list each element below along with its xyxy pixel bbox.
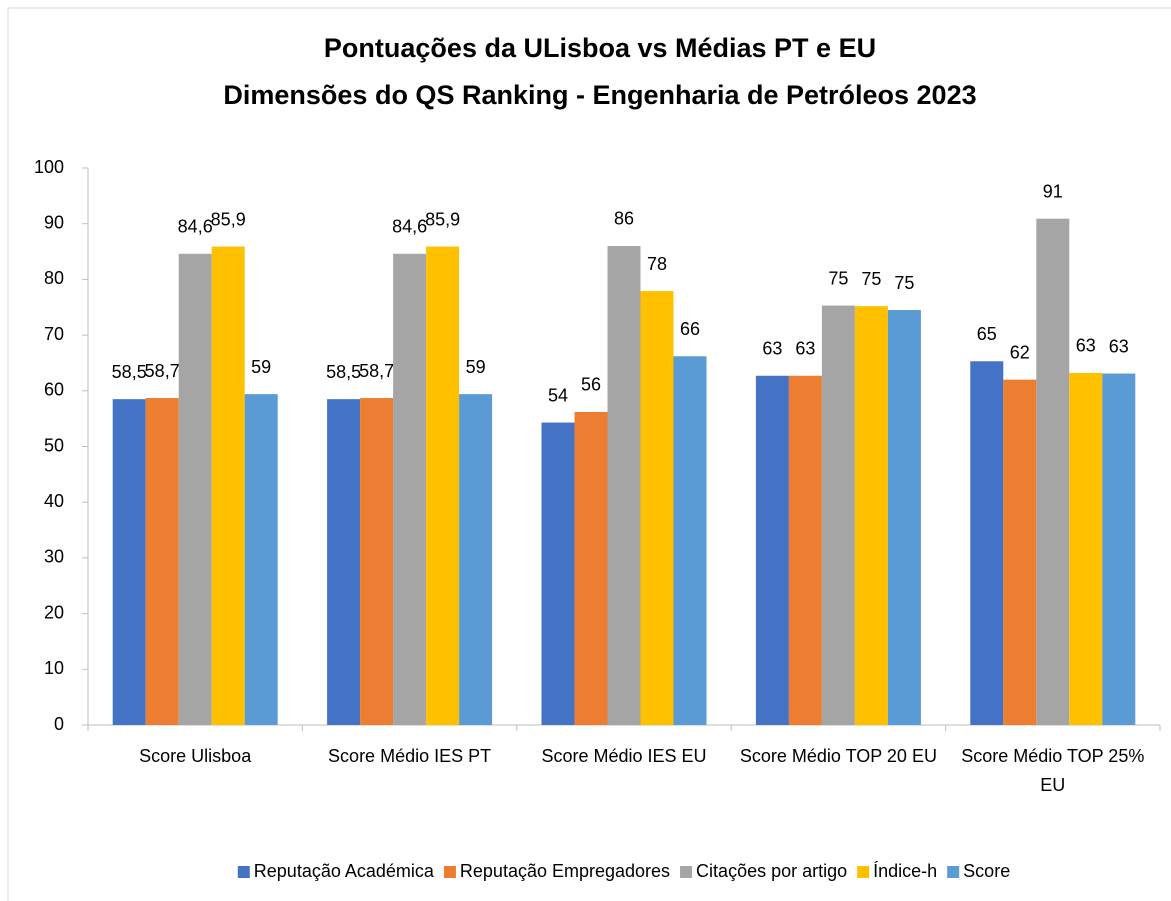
data-label: 75 [894,273,914,293]
bar [821,305,855,725]
data-label: 75 [828,268,848,288]
bar [459,394,493,725]
y-tick-label: 70 [44,324,64,344]
data-label: 58,7 [145,361,180,381]
data-label: 63 [1109,336,1129,356]
data-label: 54 [548,385,568,405]
data-label: 62 [1010,342,1030,362]
y-tick-label: 10 [44,658,64,678]
x-tick-label-line: Score Médio TOP 25% [961,746,1144,766]
legend-item: Reputação Académica [237,861,435,881]
legend-swatch [443,866,456,878]
bar [607,245,641,726]
y-tick-label: 30 [44,547,64,567]
legend-label: Score [963,861,1010,881]
data-label: 85,9 [211,209,246,229]
y-tick-label: 40 [44,491,64,511]
bar [145,398,179,725]
data-label: 59 [466,357,486,377]
legend-label: Reputação Académica [254,861,435,881]
bar [574,411,608,725]
bar [327,399,361,725]
bar [887,310,921,725]
legend-label: Índice-h [873,861,937,881]
chart-border [7,7,1171,901]
x-tick-label-line: EU [1040,775,1065,795]
data-label: 58,5 [326,362,361,382]
x-tick-label: Score Médio IES EU [541,746,706,766]
bar [1036,218,1070,725]
data-label: 85,9 [425,209,460,229]
y-tick-label: 0 [54,714,64,734]
x-tick-label: Score Médio TOP 25% EU [961,746,1144,795]
data-label: 66 [680,319,700,339]
x-tick-label: Score Ulisboa [139,746,252,766]
legend-swatch [680,866,693,878]
y-tick-label: 20 [44,602,64,622]
bar [640,291,674,725]
data-label: 58,7 [359,361,394,381]
data-label: 91 [1043,181,1063,201]
bar [788,375,822,725]
data-label: 63 [762,339,782,359]
legend-swatch [947,866,960,878]
data-label: 86 [614,209,634,229]
bar [1069,372,1103,725]
bar [393,253,427,725]
data-label: 84,6 [392,217,427,237]
chart-title: Dimensões do QS Ranking - Engenharia de … [223,80,976,110]
legend-label: Reputação Empregadores [460,861,670,881]
bar [360,398,394,725]
legend-item: Citações por artigo [680,861,847,881]
bar [178,253,212,725]
bar [755,375,789,725]
data-label: 59 [251,357,271,377]
bar [1003,379,1037,725]
chart-title: Pontuações da ULisboa vs Médias PT e EU [324,33,876,63]
bar [541,422,575,725]
bar [970,361,1004,725]
data-label: 65 [977,324,997,344]
bar [244,394,278,725]
legend-label: Citações por artigo [696,861,847,881]
y-tick-label: 60 [44,380,64,400]
bar [1102,373,1136,725]
data-label: 78 [647,254,667,274]
bar [426,246,460,726]
x-tick-label: Score Médio IES PT [328,746,491,766]
data-label: 63 [795,339,815,359]
bar [854,306,888,725]
legend-item: Índice-h [857,861,937,881]
data-label: 75 [861,269,881,289]
bar [112,399,146,725]
data-label: 56 [581,375,601,395]
legend-swatch [237,866,250,878]
y-tick-label: 90 [44,212,64,232]
bar [673,356,707,725]
legend-swatch [857,866,870,878]
data-label: 58,5 [112,362,147,382]
data-label: 63 [1076,336,1096,356]
x-tick-label: Score Médio TOP 20 EU [740,746,937,766]
y-tick-label: 80 [44,268,64,288]
y-tick-label: 50 [44,435,64,455]
y-tick-label: 100 [34,157,64,177]
legend-item: Reputação Empregadores [443,861,670,881]
data-label: 84,6 [178,217,213,237]
bar [211,246,245,726]
legend-item: Score [947,861,1010,881]
